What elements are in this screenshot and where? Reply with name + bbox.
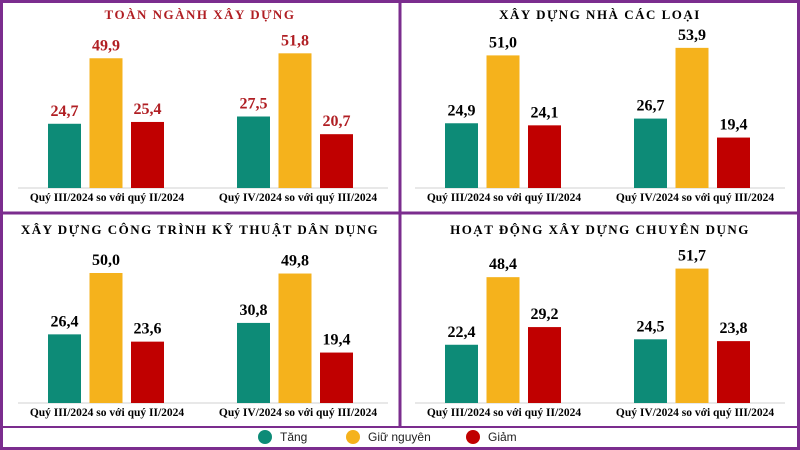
data-label-increase: 24,7 [51,103,79,120]
data-label-unchanged: 51,0 [489,34,517,51]
data-label-decrease: 29,2 [531,306,559,323]
category-label-q4: Quý IV/2024 so với quý III/2024 [218,192,378,204]
data-label-increase: 24,9 [448,102,476,119]
bar-decrease [717,341,750,403]
data-label-increase: 24,5 [637,318,665,335]
category-label-q4: Quý IV/2024 so với quý III/2024 [615,407,775,419]
panel-title-overall: TOÀN NGÀNH XÂY DỰNG [104,7,296,22]
legend-unchanged-swatch [346,430,360,444]
bar-decrease [528,327,561,403]
panel-title-civil-engineering: XÂY DỰNG CÔNG TRÌNH KỸ THUẬT DÂN DỤNG [20,222,380,237]
legend-decrease-label: Giảm [488,430,517,444]
bar-decrease [131,341,164,403]
data-label-unchanged: 48,4 [489,256,517,273]
data-label-unchanged: 51,7 [678,248,706,265]
bar-unchanged [89,273,123,403]
data-label-decrease: 25,4 [134,101,162,118]
bar-unchanged [675,268,709,403]
bar-increase [445,344,478,403]
bar-decrease [131,121,164,188]
data-label-unchanged: 53,9 [678,27,706,44]
data-label-increase: 26,7 [637,98,665,115]
data-label-unchanged: 51,8 [281,32,309,49]
category-label-q3: Quý III/2024 so với quý II/2024 [29,407,185,419]
data-label-increase: 27,5 [240,96,268,113]
bar-unchanged [278,53,312,188]
bar-decrease [717,137,750,188]
legend-increase-swatch [258,430,272,444]
legend-increase-label: Tăng [280,430,308,444]
bar-unchanged [278,273,312,403]
panel-title-specialized: HOẠT ĐỘNG XÂY DỰNG CHUYÊN DỤNG [450,222,750,237]
panel-title-housing: XÂY DỰNG NHÀ CÁC LOẠI [499,7,701,22]
bar-decrease [320,134,353,188]
category-label-q3: Quý III/2024 so với quý II/2024 [426,407,582,419]
legend: Tăng Giữ nguyên Giảm [0,428,800,448]
data-label-decrease: 19,4 [720,117,748,134]
data-label-increase: 30,8 [240,302,268,319]
bar-increase [48,123,81,188]
data-label-unchanged: 50,0 [92,252,120,269]
legend-unchanged-label: Giữ nguyên [368,430,431,444]
data-label-decrease: 19,4 [323,332,351,349]
bar-increase [48,334,81,403]
data-label-increase: 22,4 [448,324,476,341]
bar-increase [445,123,478,188]
category-label-q4: Quý IV/2024 so với quý III/2024 [615,192,775,204]
data-label-decrease: 24,1 [531,104,559,121]
bar-decrease [528,125,561,188]
data-label-decrease: 23,8 [720,320,748,337]
category-label-q3: Quý III/2024 so với quý II/2024 [29,192,185,204]
bar-increase [237,116,270,188]
category-label-q3: Quý III/2024 so với quý II/2024 [426,192,582,204]
category-label-q4: Quý IV/2024 so với quý III/2024 [218,407,378,419]
bar-unchanged [486,277,520,403]
data-label-unchanged: 49,8 [281,253,309,270]
bar-increase [634,118,667,188]
bar-unchanged [486,55,520,189]
data-label-decrease: 20,7 [323,113,351,130]
bar-unchanged [675,47,709,188]
data-label-decrease: 23,6 [134,321,162,338]
bar-increase [634,339,667,403]
bar-increase [237,322,270,403]
bar-unchanged [89,58,123,189]
bar-decrease [320,352,353,403]
data-label-increase: 26,4 [51,313,79,330]
legend-decrease-swatch [466,430,480,444]
data-label-unchanged: 49,9 [92,37,120,54]
